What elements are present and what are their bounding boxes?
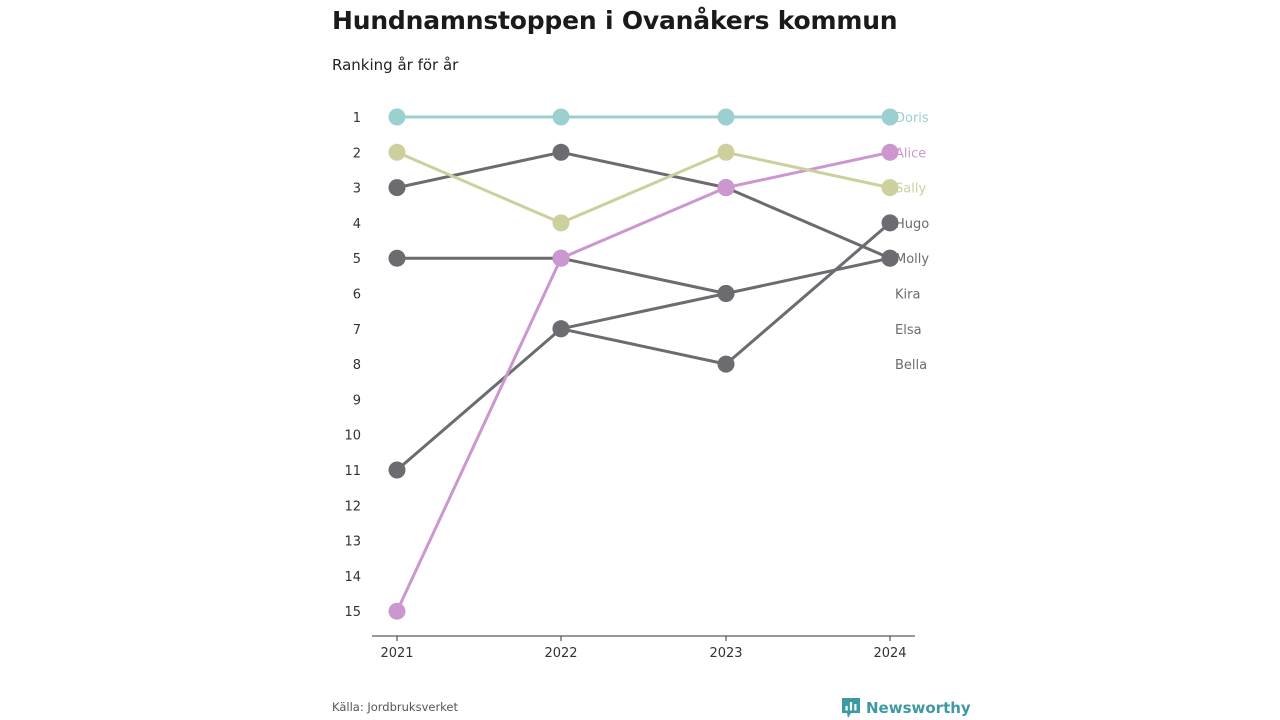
series-line-hugo [559, 292, 728, 331]
data-point-alice [881, 143, 899, 161]
x-tick-label: 2022 [544, 646, 577, 661]
data-point-kira [717, 285, 735, 302]
series-molly [388, 143, 899, 267]
data-point-doris [881, 108, 899, 126]
chart-title: Hundnamnstoppen i Ovanåkers kommun [332, 6, 898, 35]
y-tick-label: 2 [353, 146, 361, 161]
data-point-doris [717, 108, 735, 126]
data-point-elsa [552, 320, 570, 338]
data-point-kira [388, 249, 406, 267]
x-tick-label: 2021 [380, 646, 413, 661]
series-doris [388, 108, 899, 126]
series-label-bella: Bella [895, 358, 927, 373]
data-point-sally [717, 143, 735, 161]
y-tick-label: 3 [353, 182, 361, 197]
series-line-hugo [395, 327, 563, 472]
series-hugo [388, 249, 899, 479]
series-line-elsa [559, 327, 728, 366]
x-axis-ticks: 2021 2022 2023 2024 [380, 636, 907, 661]
data-point-sally [388, 143, 406, 161]
y-tick-label: 4 [353, 217, 361, 232]
source-note: Källa: Jordbruksverket [332, 700, 459, 714]
data-point-alice [388, 602, 406, 620]
series-line-molly [724, 186, 892, 260]
brand-name: Newsworthy [866, 699, 971, 717]
series-line-alice [559, 186, 728, 260]
y-tick-label: 15 [344, 605, 361, 620]
series-elsa [552, 214, 899, 373]
y-tick-label: 7 [353, 323, 361, 338]
data-point-molly [388, 179, 406, 197]
y-tick-label: 14 [344, 570, 361, 585]
data-point-elsa [717, 355, 735, 373]
x-tick-label: 2024 [873, 646, 906, 661]
series-label-molly: Molly [895, 252, 929, 267]
y-tick-label: 11 [344, 464, 361, 479]
series-labels: Doris Alice Sally Hugo Molly Kira Elsa Bella [895, 111, 929, 373]
x-tick-label: 2023 [709, 646, 742, 661]
series-line-hugo [724, 256, 892, 295]
chart-subtitle: Ranking år för år [332, 56, 459, 74]
y-tick-label: 13 [344, 535, 361, 550]
series-line-molly [559, 150, 728, 190]
data-point-doris [388, 108, 406, 126]
series-label-kira: Kira [895, 288, 920, 303]
series-label-doris: Doris [895, 111, 929, 126]
series-line-sally [395, 150, 563, 225]
y-tick-label: 10 [344, 429, 361, 444]
data-point-molly [552, 143, 570, 161]
bar-chart-icon [842, 698, 860, 718]
y-tick-label: 12 [344, 499, 361, 514]
y-tick-label: 1 [353, 111, 361, 126]
data-point-hugo [388, 461, 406, 479]
y-tick-label: 8 [353, 358, 361, 373]
data-point-elsa [881, 214, 899, 232]
y-tick-label: 9 [353, 393, 361, 408]
data-point-alice [717, 179, 735, 197]
y-tick-label: 6 [353, 288, 361, 303]
series-line-sally [559, 150, 728, 225]
data-point-sally [881, 179, 899, 197]
data-point-sally [552, 214, 570, 232]
series-line-sally [724, 150, 892, 190]
series-line-elsa [724, 221, 892, 366]
series-line-alice [395, 256, 563, 613]
y-tick-label: 5 [353, 252, 361, 267]
series-label-hugo: Hugo [895, 217, 929, 232]
brand-logo[interactable]: Newsworthy [842, 698, 971, 718]
series-line-molly [395, 150, 563, 190]
series-label-sally: Sally [895, 182, 926, 197]
series-sally [388, 143, 899, 232]
series-label-alice: Alice [895, 146, 926, 161]
data-point-alice [552, 249, 570, 267]
data-point-doris [552, 108, 570, 126]
series-alice [388, 143, 899, 620]
series-line-kira [559, 256, 728, 295]
data-point-molly [881, 249, 899, 267]
series-label-elsa: Elsa [895, 323, 922, 338]
